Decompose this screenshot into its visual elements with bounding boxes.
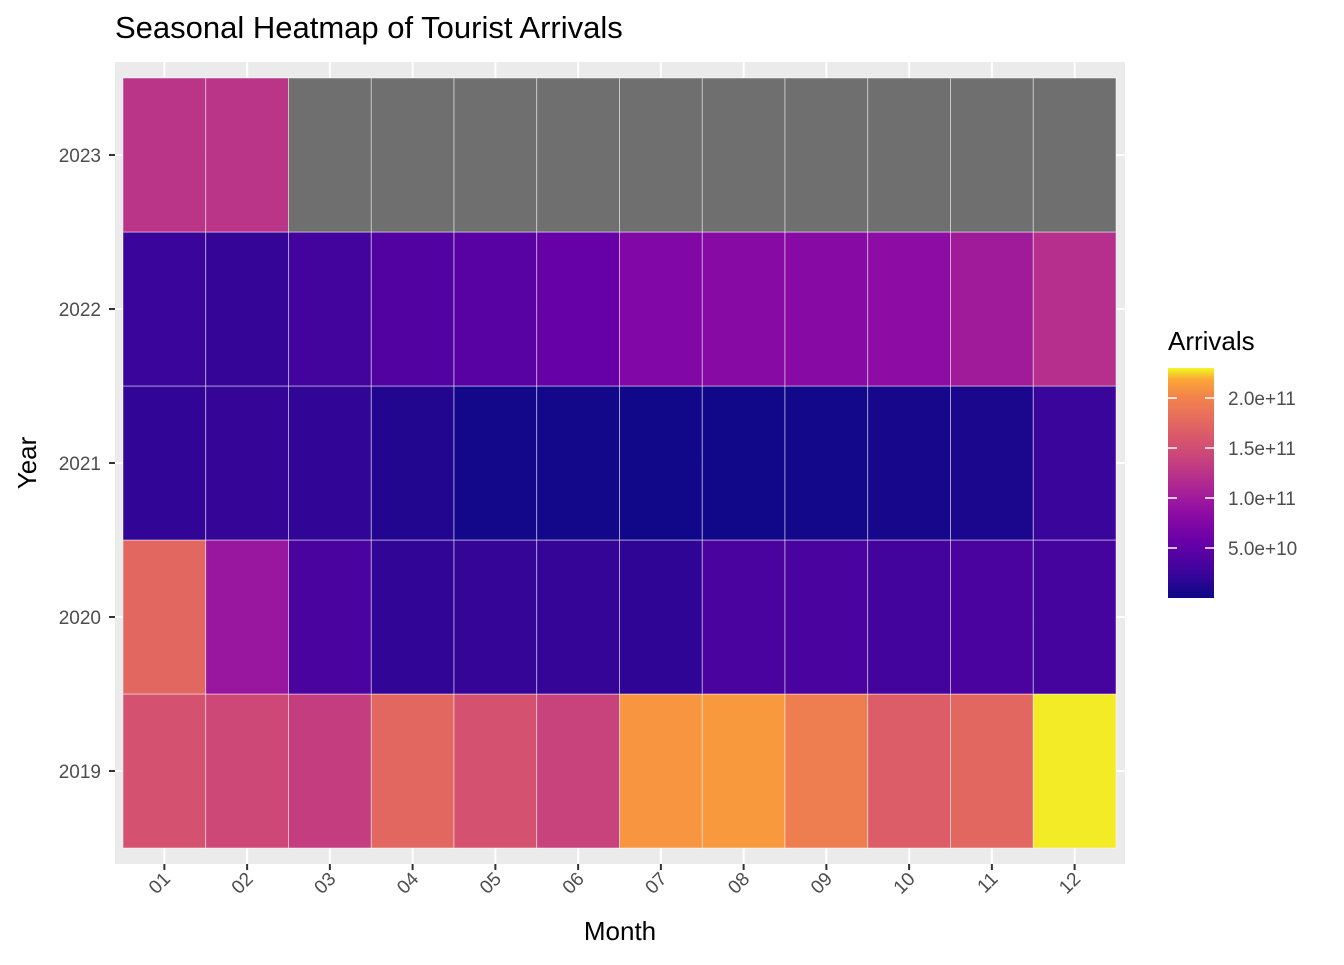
heatmap-cell xyxy=(453,693,538,849)
heatmap-cell xyxy=(288,231,372,387)
colorbar-tick-label: 5.0e+10 xyxy=(1228,539,1297,560)
y-axis-title: Year xyxy=(12,436,42,489)
heatmap-cell xyxy=(536,693,620,849)
y-tick-label: 2023 xyxy=(59,146,101,167)
heatmap-cell xyxy=(122,539,207,695)
heatmap-cell xyxy=(205,385,289,541)
heatmap-cell xyxy=(536,231,620,387)
colorbar-tick-label: 1.0e+11 xyxy=(1228,489,1296,510)
x-tick-label: 07 xyxy=(642,869,672,899)
legend: Arrivals 5.0e+10 1.0e+11 1.5e+11 2.0e+11 xyxy=(1168,326,1297,598)
x-tick-label: 08 xyxy=(724,869,754,899)
heatmap-cell xyxy=(1032,77,1117,233)
heatmap-cell xyxy=(950,385,1034,541)
heatmap-cell xyxy=(370,385,455,541)
heatmap-cell xyxy=(619,231,703,387)
heatmap-cell xyxy=(288,385,372,541)
chart-title: Seasonal Heatmap of Tourist Arrivals xyxy=(115,10,623,45)
heatmap-cell xyxy=(701,539,786,695)
heatmap-cell xyxy=(701,231,786,387)
heatmap-cell xyxy=(370,693,455,849)
colorbar-tick-label: 2.0e+11 xyxy=(1228,389,1296,410)
heatmap-cell xyxy=(1032,693,1117,849)
y-tick-label: 2022 xyxy=(59,300,101,321)
heatmap-cell xyxy=(122,385,207,541)
y-tick-label: 2019 xyxy=(59,762,101,783)
heatmap-cell xyxy=(370,77,455,233)
x-tick-label: 03 xyxy=(311,869,341,899)
colorbar-tick-label: 1.5e+11 xyxy=(1228,439,1296,460)
heatmap-cell xyxy=(701,77,786,233)
heatmap-cell xyxy=(867,77,951,233)
colorbar xyxy=(1168,368,1214,598)
heatmap-cell xyxy=(536,77,620,233)
y-tick-label: 2020 xyxy=(59,608,101,629)
heatmap-cell xyxy=(1032,539,1117,695)
heatmap-cell xyxy=(1032,385,1117,541)
x-tick-label: 09 xyxy=(807,869,837,899)
heatmap-cell xyxy=(205,77,289,233)
heatmap-cell xyxy=(867,539,951,695)
heatmap-cell xyxy=(950,77,1034,233)
heatmap-cell xyxy=(619,693,703,849)
x-tick-label: 11 xyxy=(974,869,1003,898)
x-tick-label: 10 xyxy=(890,869,920,899)
heatmap-cell xyxy=(536,385,620,541)
x-tick-label: 04 xyxy=(393,868,423,898)
heatmap-cell xyxy=(784,539,869,695)
heatmap-cells xyxy=(122,77,1117,849)
y-axis: 2019 2020 2021 2022 2023 xyxy=(59,146,115,783)
heatmap-cell xyxy=(784,231,869,387)
legend-title: Arrivals xyxy=(1168,326,1255,356)
heatmap-cell xyxy=(205,231,289,387)
x-tick-label: 02 xyxy=(228,869,258,899)
heatmap-cell xyxy=(701,693,786,849)
heatmap-cell xyxy=(453,77,538,233)
y-tick-label: 2021 xyxy=(59,454,101,475)
heatmap-cell xyxy=(122,77,207,233)
heatmap-cell xyxy=(288,539,372,695)
heatmap-cell xyxy=(453,231,538,387)
heatmap-cell xyxy=(950,539,1034,695)
heatmap-cell xyxy=(701,385,786,541)
heatmap-cell xyxy=(453,539,538,695)
heatmap-cell xyxy=(784,77,869,233)
heatmap-cell xyxy=(950,231,1034,387)
heatmap-cell xyxy=(950,693,1034,849)
x-axis-title: Month xyxy=(584,916,656,946)
x-tick-label: 12 xyxy=(1055,869,1085,899)
heatmap-cell xyxy=(867,385,951,541)
heatmap-cell xyxy=(122,693,207,849)
heatmap-cell xyxy=(1032,231,1117,387)
heatmap-cell xyxy=(205,539,289,695)
heatmap-cell xyxy=(867,231,951,387)
heatmap-cell xyxy=(784,693,869,849)
heatmap-cell xyxy=(453,385,538,541)
heatmap-cell xyxy=(867,693,951,849)
heatmap-cell xyxy=(619,77,703,233)
x-axis: 01 02 03 04 05 06 07 08 09 10 11 12 xyxy=(145,864,1085,898)
heatmap-cell xyxy=(370,231,455,387)
heatmap-cell xyxy=(122,231,207,387)
colorbar-ticks: 5.0e+10 1.0e+11 1.5e+11 2.0e+11 xyxy=(1168,389,1297,560)
x-tick-label: 01 xyxy=(145,869,175,899)
heatmap-cell xyxy=(288,77,372,233)
heatmap-cell xyxy=(619,539,703,695)
heatmap-cell xyxy=(536,539,620,695)
heatmap-cell xyxy=(205,693,289,849)
heatmap-cell xyxy=(288,693,372,849)
heatmap-cell xyxy=(784,385,869,541)
x-tick-label: 05 xyxy=(476,869,506,899)
heatmap-cell xyxy=(370,539,455,695)
x-tick-label: 06 xyxy=(559,869,589,899)
heatmap-cell xyxy=(619,385,703,541)
